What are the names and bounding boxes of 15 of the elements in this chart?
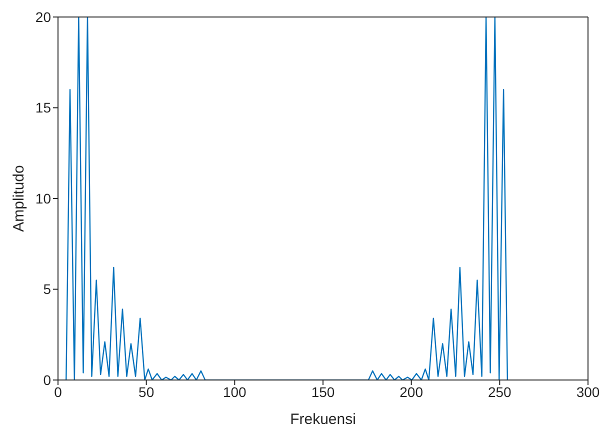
y-axis-title: Amplitudo	[10, 165, 28, 232]
x-tick-label: 100	[222, 384, 247, 400]
x-tick-label: 150	[311, 384, 335, 400]
x-tick-label: 0	[54, 384, 62, 400]
y-tick-label: 10	[35, 190, 52, 206]
x-tick-label: 300	[576, 384, 600, 400]
y-tick-label: 20	[35, 8, 52, 25]
line-series	[66, 17, 508, 380]
y-tick-label: 15	[35, 100, 52, 116]
x-tick-label: 50	[138, 384, 154, 400]
x-tick-label: 250	[488, 384, 512, 400]
x-axis-title: Frekuensi	[290, 411, 356, 428]
y-tick-label: 0	[43, 372, 52, 388]
y-tick-label: 5	[43, 281, 52, 298]
x-tick-label: 200	[400, 384, 424, 400]
